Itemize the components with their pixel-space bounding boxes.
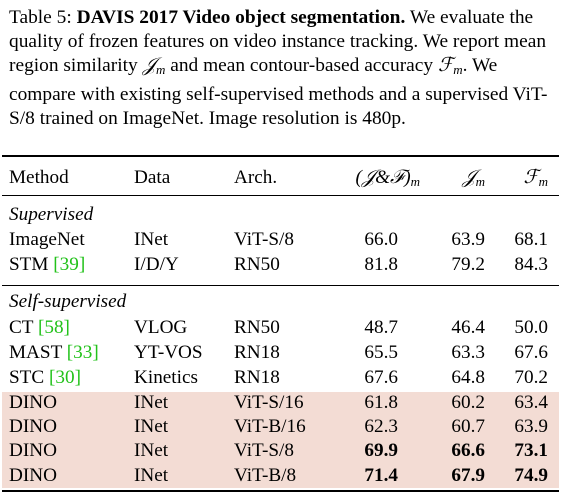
citation-link[interactable]: [30] bbox=[49, 367, 81, 388]
row-method: STC [30] bbox=[9, 367, 81, 388]
caption-label: Table 5: bbox=[9, 7, 72, 28]
row-data: INet bbox=[134, 392, 169, 413]
row-f: 63.4 bbox=[514, 392, 548, 413]
row-jf: 48.7 bbox=[364, 317, 398, 338]
row-data: INet bbox=[134, 440, 169, 461]
row-j: 60.7 bbox=[451, 416, 485, 437]
row-data: Kinetics bbox=[134, 367, 198, 388]
dino-highlight-band bbox=[2, 392, 559, 488]
row-j: 64.8 bbox=[451, 367, 485, 388]
citation-link[interactable]: [58] bbox=[37, 317, 70, 338]
row-f: 68.1 bbox=[514, 229, 548, 250]
row-data: VLOG bbox=[134, 317, 188, 338]
row-j: 79.2 bbox=[451, 254, 485, 275]
citation-link[interactable]: [33] bbox=[66, 342, 99, 363]
top-rule bbox=[2, 155, 559, 157]
row-f: 70.2 bbox=[514, 367, 548, 388]
caption-text-3: . We compare with existing self-supervis… bbox=[9, 55, 548, 129]
row-arch: ViT-S/8 bbox=[234, 440, 294, 461]
row-j: 63.3 bbox=[451, 342, 485, 363]
section-rule bbox=[2, 285, 559, 286]
header-method: Method bbox=[9, 167, 69, 188]
row-method: CT [58] bbox=[9, 317, 70, 338]
row-f: 84.3 bbox=[514, 254, 548, 275]
row-f: 67.6 bbox=[514, 342, 548, 363]
row-method: DINO bbox=[9, 416, 57, 437]
row-j: 46.4 bbox=[451, 317, 485, 338]
row-arch: RN50 bbox=[234, 254, 280, 275]
row-f: 63.9 bbox=[514, 416, 548, 437]
header-j: 𝒥m bbox=[462, 167, 485, 189]
row-jf: 61.8 bbox=[364, 392, 398, 413]
row-f: 74.9 bbox=[514, 465, 548, 486]
header-jf: (𝒥&ℱ)m bbox=[355, 167, 421, 189]
row-j: 63.9 bbox=[451, 229, 485, 250]
row-f: 50.0 bbox=[514, 317, 548, 338]
row-data: I/D/Y bbox=[134, 254, 179, 275]
caption-text-1: We evaluate the quality of frozen featur… bbox=[9, 7, 547, 77]
row-method: MAST [33] bbox=[9, 342, 99, 363]
caption-jm-symbol: 𝒥m bbox=[142, 55, 166, 78]
row-jf: 81.8 bbox=[364, 254, 398, 275]
section-supervised: Supervised bbox=[9, 204, 94, 225]
header-arch: Arch. bbox=[234, 167, 278, 188]
row-arch: RN18 bbox=[234, 342, 280, 363]
row-f: 73.1 bbox=[514, 440, 548, 461]
section-self-supervised: Self-supervised bbox=[9, 291, 127, 312]
table-caption: Table 5: DAVIS 2017 Video object segment… bbox=[9, 6, 561, 131]
header-data: Data bbox=[134, 167, 171, 188]
row-arch: ViT-B/8 bbox=[234, 465, 297, 486]
row-jf: 67.6 bbox=[364, 367, 398, 388]
row-j: 60.2 bbox=[451, 392, 485, 413]
row-data: INet bbox=[134, 465, 169, 486]
row-jf: 65.5 bbox=[364, 342, 398, 363]
row-arch: ViT-B/16 bbox=[234, 416, 306, 437]
header-rule bbox=[2, 195, 559, 196]
row-arch: ViT-S/16 bbox=[234, 392, 304, 413]
row-arch: ViT-S/8 bbox=[234, 229, 294, 250]
bottom-rule bbox=[2, 490, 559, 492]
caption-fm-symbol: ℱm bbox=[437, 55, 463, 78]
row-data: YT-VOS bbox=[134, 342, 203, 363]
row-j: 67.9 bbox=[451, 465, 485, 486]
row-jf: 62.3 bbox=[364, 416, 398, 437]
row-method: STM [39] bbox=[9, 254, 86, 275]
row-arch: RN18 bbox=[234, 367, 280, 388]
row-method: DINO bbox=[9, 465, 57, 486]
caption-title: DAVIS 2017 Video object segmentation. bbox=[76, 7, 406, 28]
row-data: INet bbox=[134, 229, 169, 250]
caption-text-2: and mean contour-based accuracy bbox=[170, 55, 434, 77]
row-method: DINO bbox=[9, 392, 57, 413]
row-method: DINO bbox=[9, 440, 57, 461]
row-jf: 71.4 bbox=[364, 465, 398, 486]
header-f: ℱm bbox=[523, 167, 548, 189]
citation-link[interactable]: [39] bbox=[53, 254, 86, 275]
row-arch: RN50 bbox=[234, 317, 280, 338]
row-jf: 69.9 bbox=[364, 440, 398, 461]
row-data: INet bbox=[134, 416, 169, 437]
row-method: ImageNet bbox=[9, 229, 85, 250]
row-jf: 66.0 bbox=[364, 229, 398, 250]
row-j: 66.6 bbox=[451, 440, 485, 461]
